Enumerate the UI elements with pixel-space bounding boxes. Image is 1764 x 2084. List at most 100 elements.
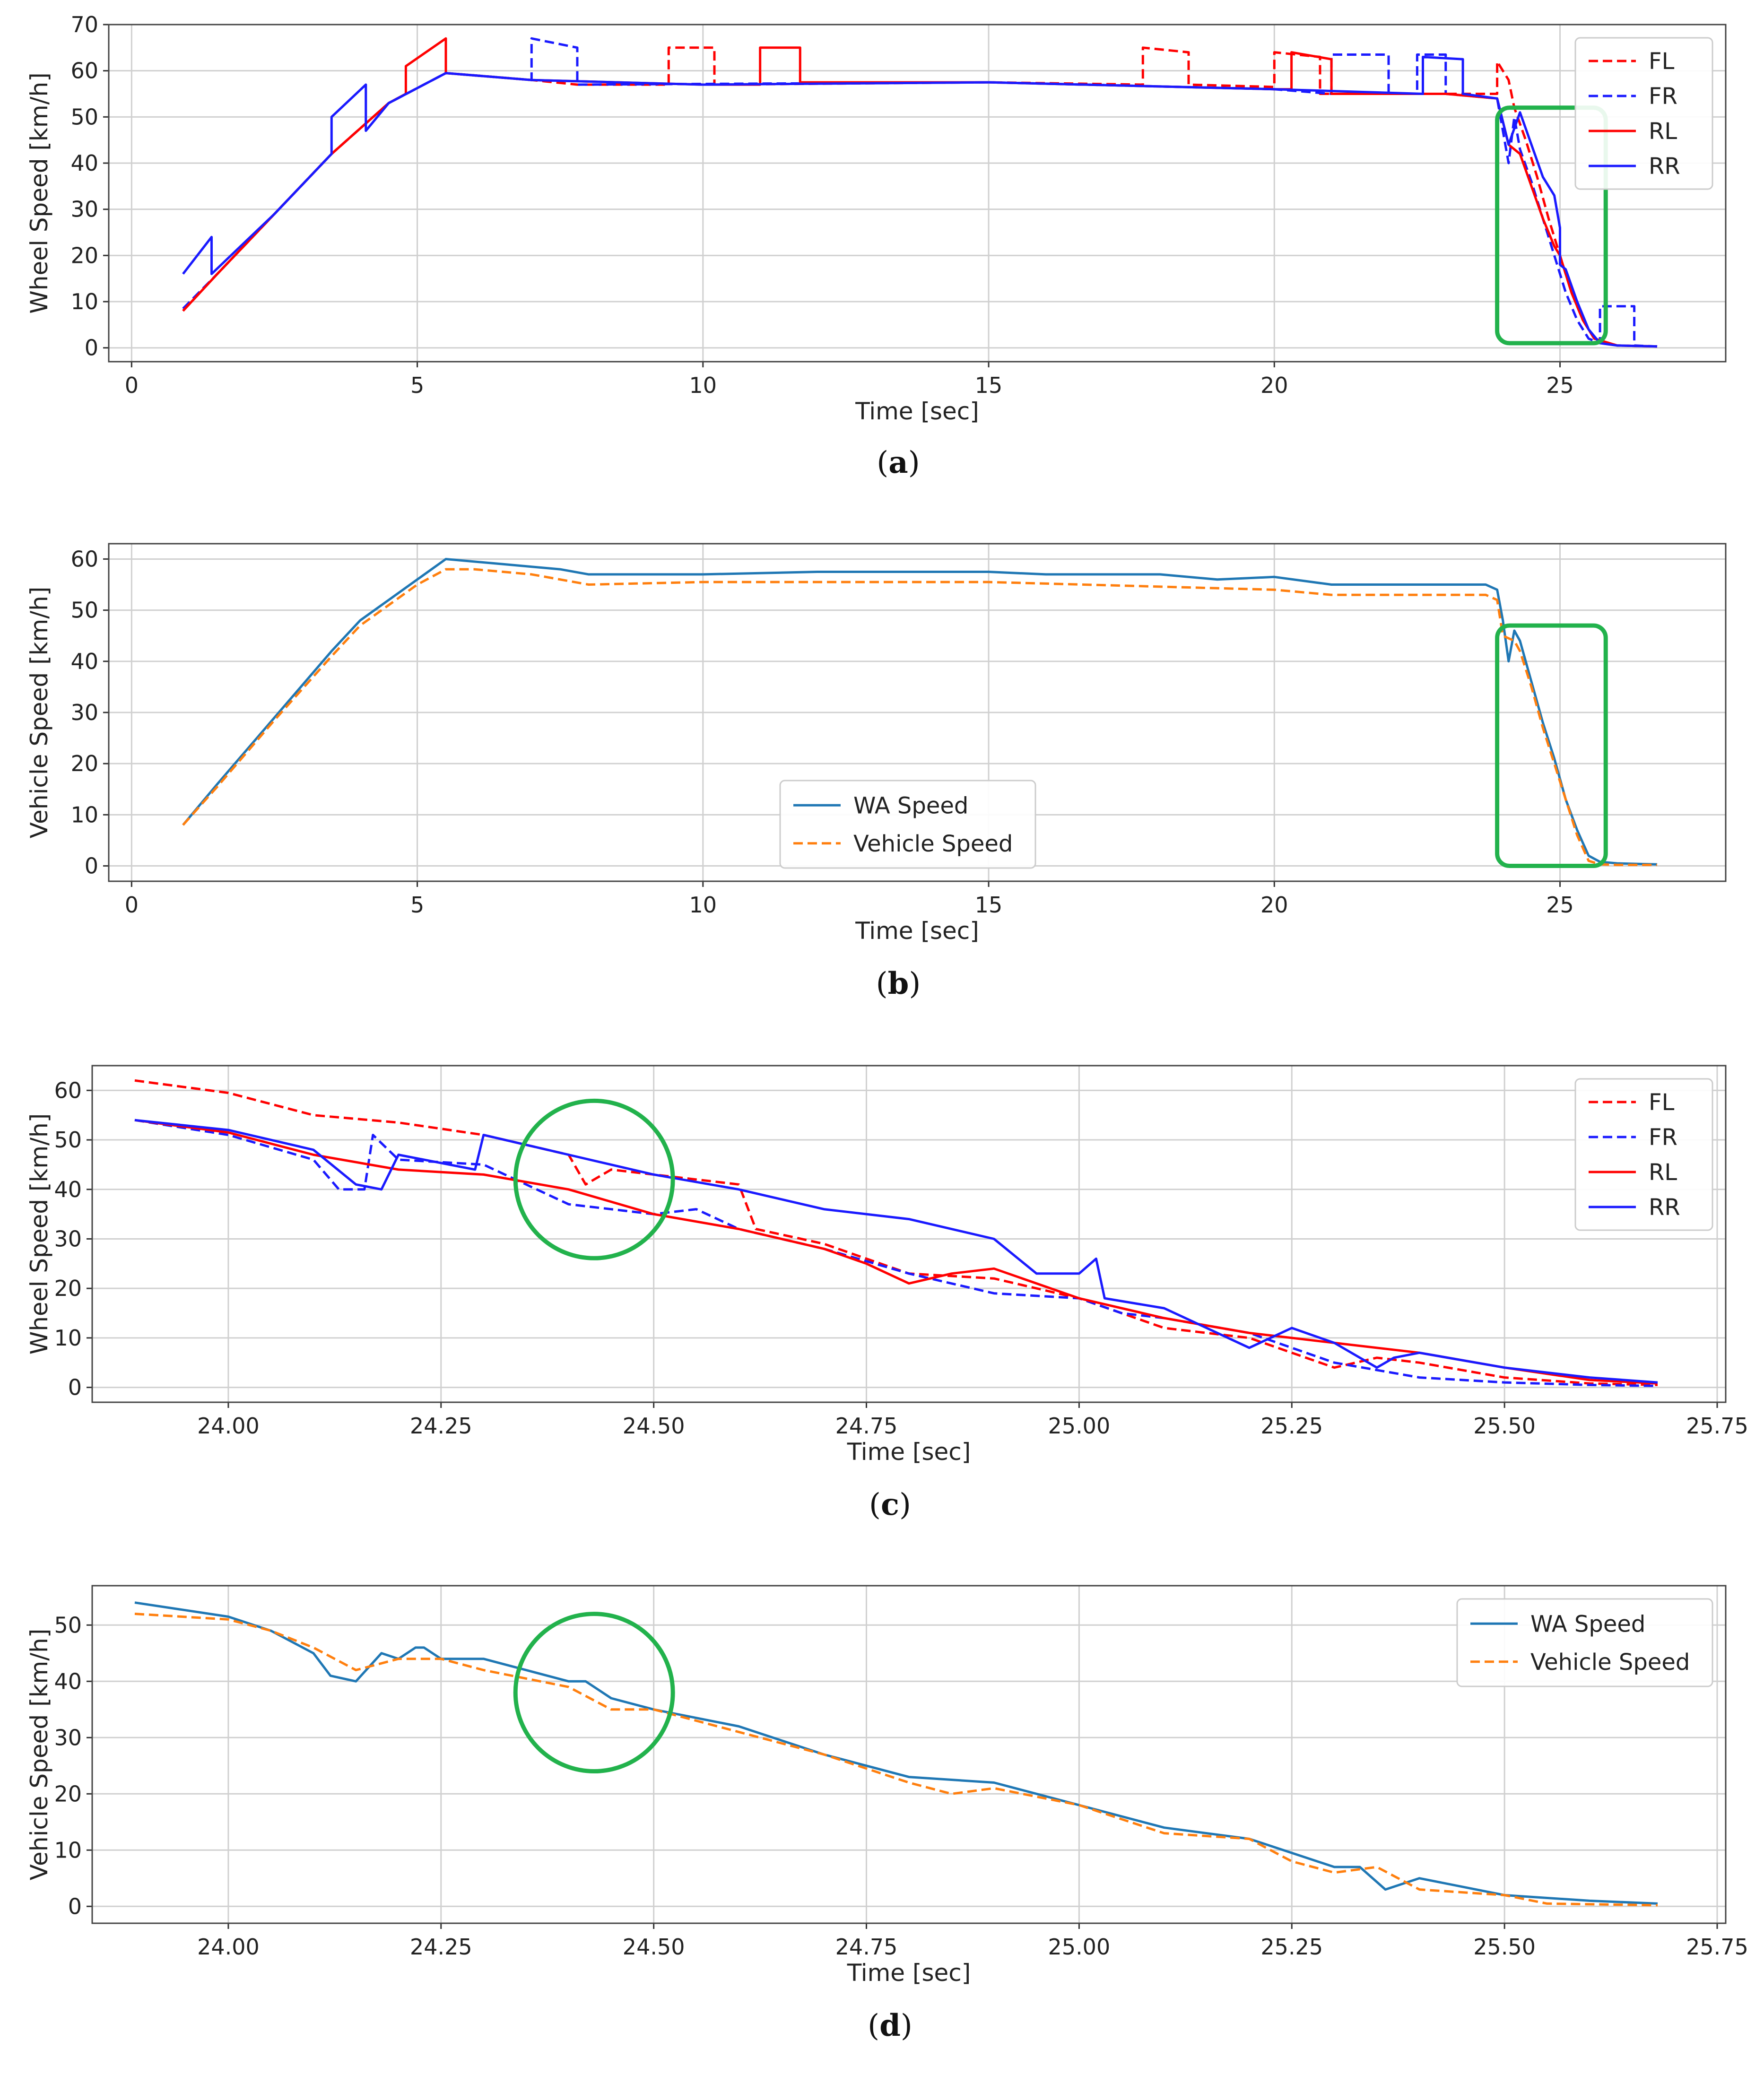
pc-legend bbox=[1574, 1078, 1713, 1231]
pa-x-tick-label: 15 bbox=[975, 373, 1003, 398]
pd-y-tick-label: 40 bbox=[54, 1668, 82, 1694]
pd-y-tick-label: 20 bbox=[54, 1781, 82, 1806]
pb-highlight-box bbox=[1495, 623, 1608, 868]
pb-legend bbox=[779, 780, 1036, 869]
pb-y-tick-label: 10 bbox=[70, 802, 98, 827]
pb-x-tick-label: 5 bbox=[410, 892, 424, 918]
pb-y-tick-label: 0 bbox=[85, 853, 98, 879]
pa-y-tick-label: 20 bbox=[70, 243, 98, 268]
pa-x-tick-label: 5 bbox=[410, 373, 424, 398]
pa-legend-entry: RL bbox=[1649, 118, 1677, 145]
pd-highlight-circle bbox=[513, 1612, 675, 1774]
pa-x-tick-label: 0 bbox=[125, 373, 139, 398]
pc-legend-entry: RR bbox=[1649, 1194, 1680, 1221]
pb-y-tick-label: 40 bbox=[70, 649, 98, 674]
pd-x-tick-label: 24.50 bbox=[623, 1934, 685, 1960]
pa-highlight-box bbox=[1495, 105, 1608, 346]
pc-axes-frame bbox=[91, 1065, 1727, 1403]
panel-d-chart: 24.00 24.25 24.50 24.75 25.00 25.25 25.50 25.75… bbox=[26, 1585, 1748, 2043]
pa-x-tick-label: 25 bbox=[1546, 373, 1574, 398]
pd-y-tick-label: 0 bbox=[68, 1893, 82, 1919]
pd-x-tick-label: 24.00 bbox=[197, 1934, 260, 1960]
pd-series-wa-speed bbox=[134, 1601, 1658, 1905]
pa-legend-entry: RR bbox=[1649, 153, 1680, 180]
pc-legend-entry: FR bbox=[1649, 1124, 1677, 1151]
pa-legend-entry: FL bbox=[1649, 48, 1675, 75]
pd-series-group bbox=[134, 1601, 1658, 1907]
pd-x-tick-label: 25.25 bbox=[1260, 1934, 1323, 1960]
pb-x-axis-label: Time [sec] bbox=[855, 917, 979, 945]
pb-legend-entry: WA Speed bbox=[853, 792, 968, 819]
pc-series-rl bbox=[134, 1119, 1658, 1385]
pa-caption: (a) bbox=[877, 445, 920, 480]
panel-c-chart: 24.00 24.25 24.50 24.75 25.00 25.25 25.50 25.75… bbox=[26, 1065, 1748, 1522]
pc-x-axis-label: Time [sec] bbox=[847, 1438, 971, 1466]
pd-y-tick-label: 50 bbox=[54, 1612, 82, 1638]
pc-y-tick-label: 20 bbox=[54, 1276, 82, 1301]
pa-x-axis-label: Time [sec] bbox=[855, 398, 979, 425]
pd-x-axis-label: Time [sec] bbox=[847, 1959, 971, 1987]
pc-plot-area bbox=[92, 1066, 1726, 1402]
pb-x-tick-label: 15 bbox=[975, 892, 1003, 918]
pa-plot-area bbox=[109, 25, 1726, 362]
panel-a-chart: 0 5 10 15 20 25 0 10 20 30 40 50 60 70 Time [sec] Wheel… bbox=[26, 12, 1727, 480]
pa-y-tick-label: 40 bbox=[70, 150, 98, 176]
pd-y-tick-label: 10 bbox=[54, 1837, 82, 1863]
pc-x-tick-label: 25.00 bbox=[1048, 1413, 1111, 1439]
pa-x-tick-label: 10 bbox=[689, 373, 717, 398]
pd-series-vehicle-speed bbox=[134, 1613, 1658, 1907]
pb-x-tick-label: 25 bbox=[1546, 892, 1574, 918]
pd-x-tick-label: 25.75 bbox=[1686, 1934, 1748, 1960]
pb-legend-entry: Vehicle Speed bbox=[853, 831, 1013, 857]
pc-highlight-circle bbox=[513, 1098, 675, 1260]
pd-x-tick-label: 25.00 bbox=[1048, 1934, 1111, 1960]
pb-y-tick-label: 20 bbox=[70, 751, 98, 776]
pc-y-tick-label: 40 bbox=[54, 1177, 82, 1202]
pd-legend-entry: Vehicle Speed bbox=[1530, 1649, 1690, 1676]
pd-axes-frame bbox=[91, 1585, 1727, 1924]
pa-x-tick-label: 20 bbox=[1260, 373, 1288, 398]
pb-axes-frame bbox=[108, 543, 1727, 882]
pa-y-tick-label: 0 bbox=[85, 335, 98, 361]
pb-y-axis-label: Vehicle Speed [km/h] bbox=[26, 587, 53, 839]
pd-legend bbox=[1456, 1598, 1713, 1687]
pd-plot-area bbox=[92, 1586, 1726, 1923]
pc-series-fr bbox=[134, 1119, 1658, 1387]
pb-y-tick-label: 60 bbox=[70, 546, 98, 572]
pd-x-tick-label: 24.75 bbox=[835, 1934, 898, 1960]
pb-series-vehicle-speed bbox=[182, 568, 1657, 866]
panel-b-chart: 0 5 10 15 20 25 0 10 20 30 40 50 60 Time [sec] Vehicle… bbox=[26, 543, 1727, 1001]
pa-y-tick-label: 50 bbox=[70, 104, 98, 130]
pd-y-axis-label: Vehicle Speed [km/h] bbox=[26, 1629, 53, 1881]
pc-series-rr bbox=[134, 1119, 1658, 1384]
pb-caption: (b) bbox=[876, 966, 921, 1001]
pc-x-tick-label: 24.25 bbox=[410, 1413, 472, 1439]
pa-y-tick-label: 10 bbox=[70, 289, 98, 314]
pa-series-group bbox=[182, 37, 1658, 348]
pc-x-tick-label: 24.75 bbox=[835, 1413, 898, 1439]
pc-series-fl bbox=[134, 1079, 1658, 1386]
pc-y-tick-label: 30 bbox=[54, 1226, 82, 1251]
pc-y-tick-label: 50 bbox=[54, 1127, 82, 1153]
pc-x-tick-label: 25.25 bbox=[1260, 1413, 1323, 1439]
pc-x-tick-label: 24.00 bbox=[197, 1413, 260, 1439]
pc-caption: (c) bbox=[869, 1487, 911, 1522]
pc-legend-entry: FL bbox=[1649, 1089, 1675, 1116]
pd-y-tick-label: 30 bbox=[54, 1725, 82, 1750]
pd-legend-entry: WA Speed bbox=[1530, 1611, 1645, 1637]
pc-x-tick-label: 25.75 bbox=[1686, 1413, 1748, 1439]
pd-caption: (d) bbox=[868, 2008, 912, 2043]
pd-x-tick-label: 25.50 bbox=[1473, 1934, 1536, 1960]
pa-legend-entry: FR bbox=[1649, 83, 1677, 110]
pb-series-group bbox=[182, 558, 1658, 866]
pc-y-tick-label: 0 bbox=[68, 1375, 82, 1400]
pa-series-rr bbox=[182, 55, 1658, 348]
pb-y-tick-label: 30 bbox=[70, 700, 98, 725]
pd-x-tick-label: 24.25 bbox=[410, 1934, 472, 1960]
pa-legend bbox=[1574, 37, 1713, 190]
pc-y-tick-label: 60 bbox=[54, 1077, 82, 1103]
pc-x-tick-label: 24.50 bbox=[623, 1413, 685, 1439]
pb-x-tick-label: 10 bbox=[689, 892, 717, 918]
pc-series-group bbox=[134, 1079, 1658, 1387]
pc-y-tick-label: 10 bbox=[54, 1325, 82, 1351]
